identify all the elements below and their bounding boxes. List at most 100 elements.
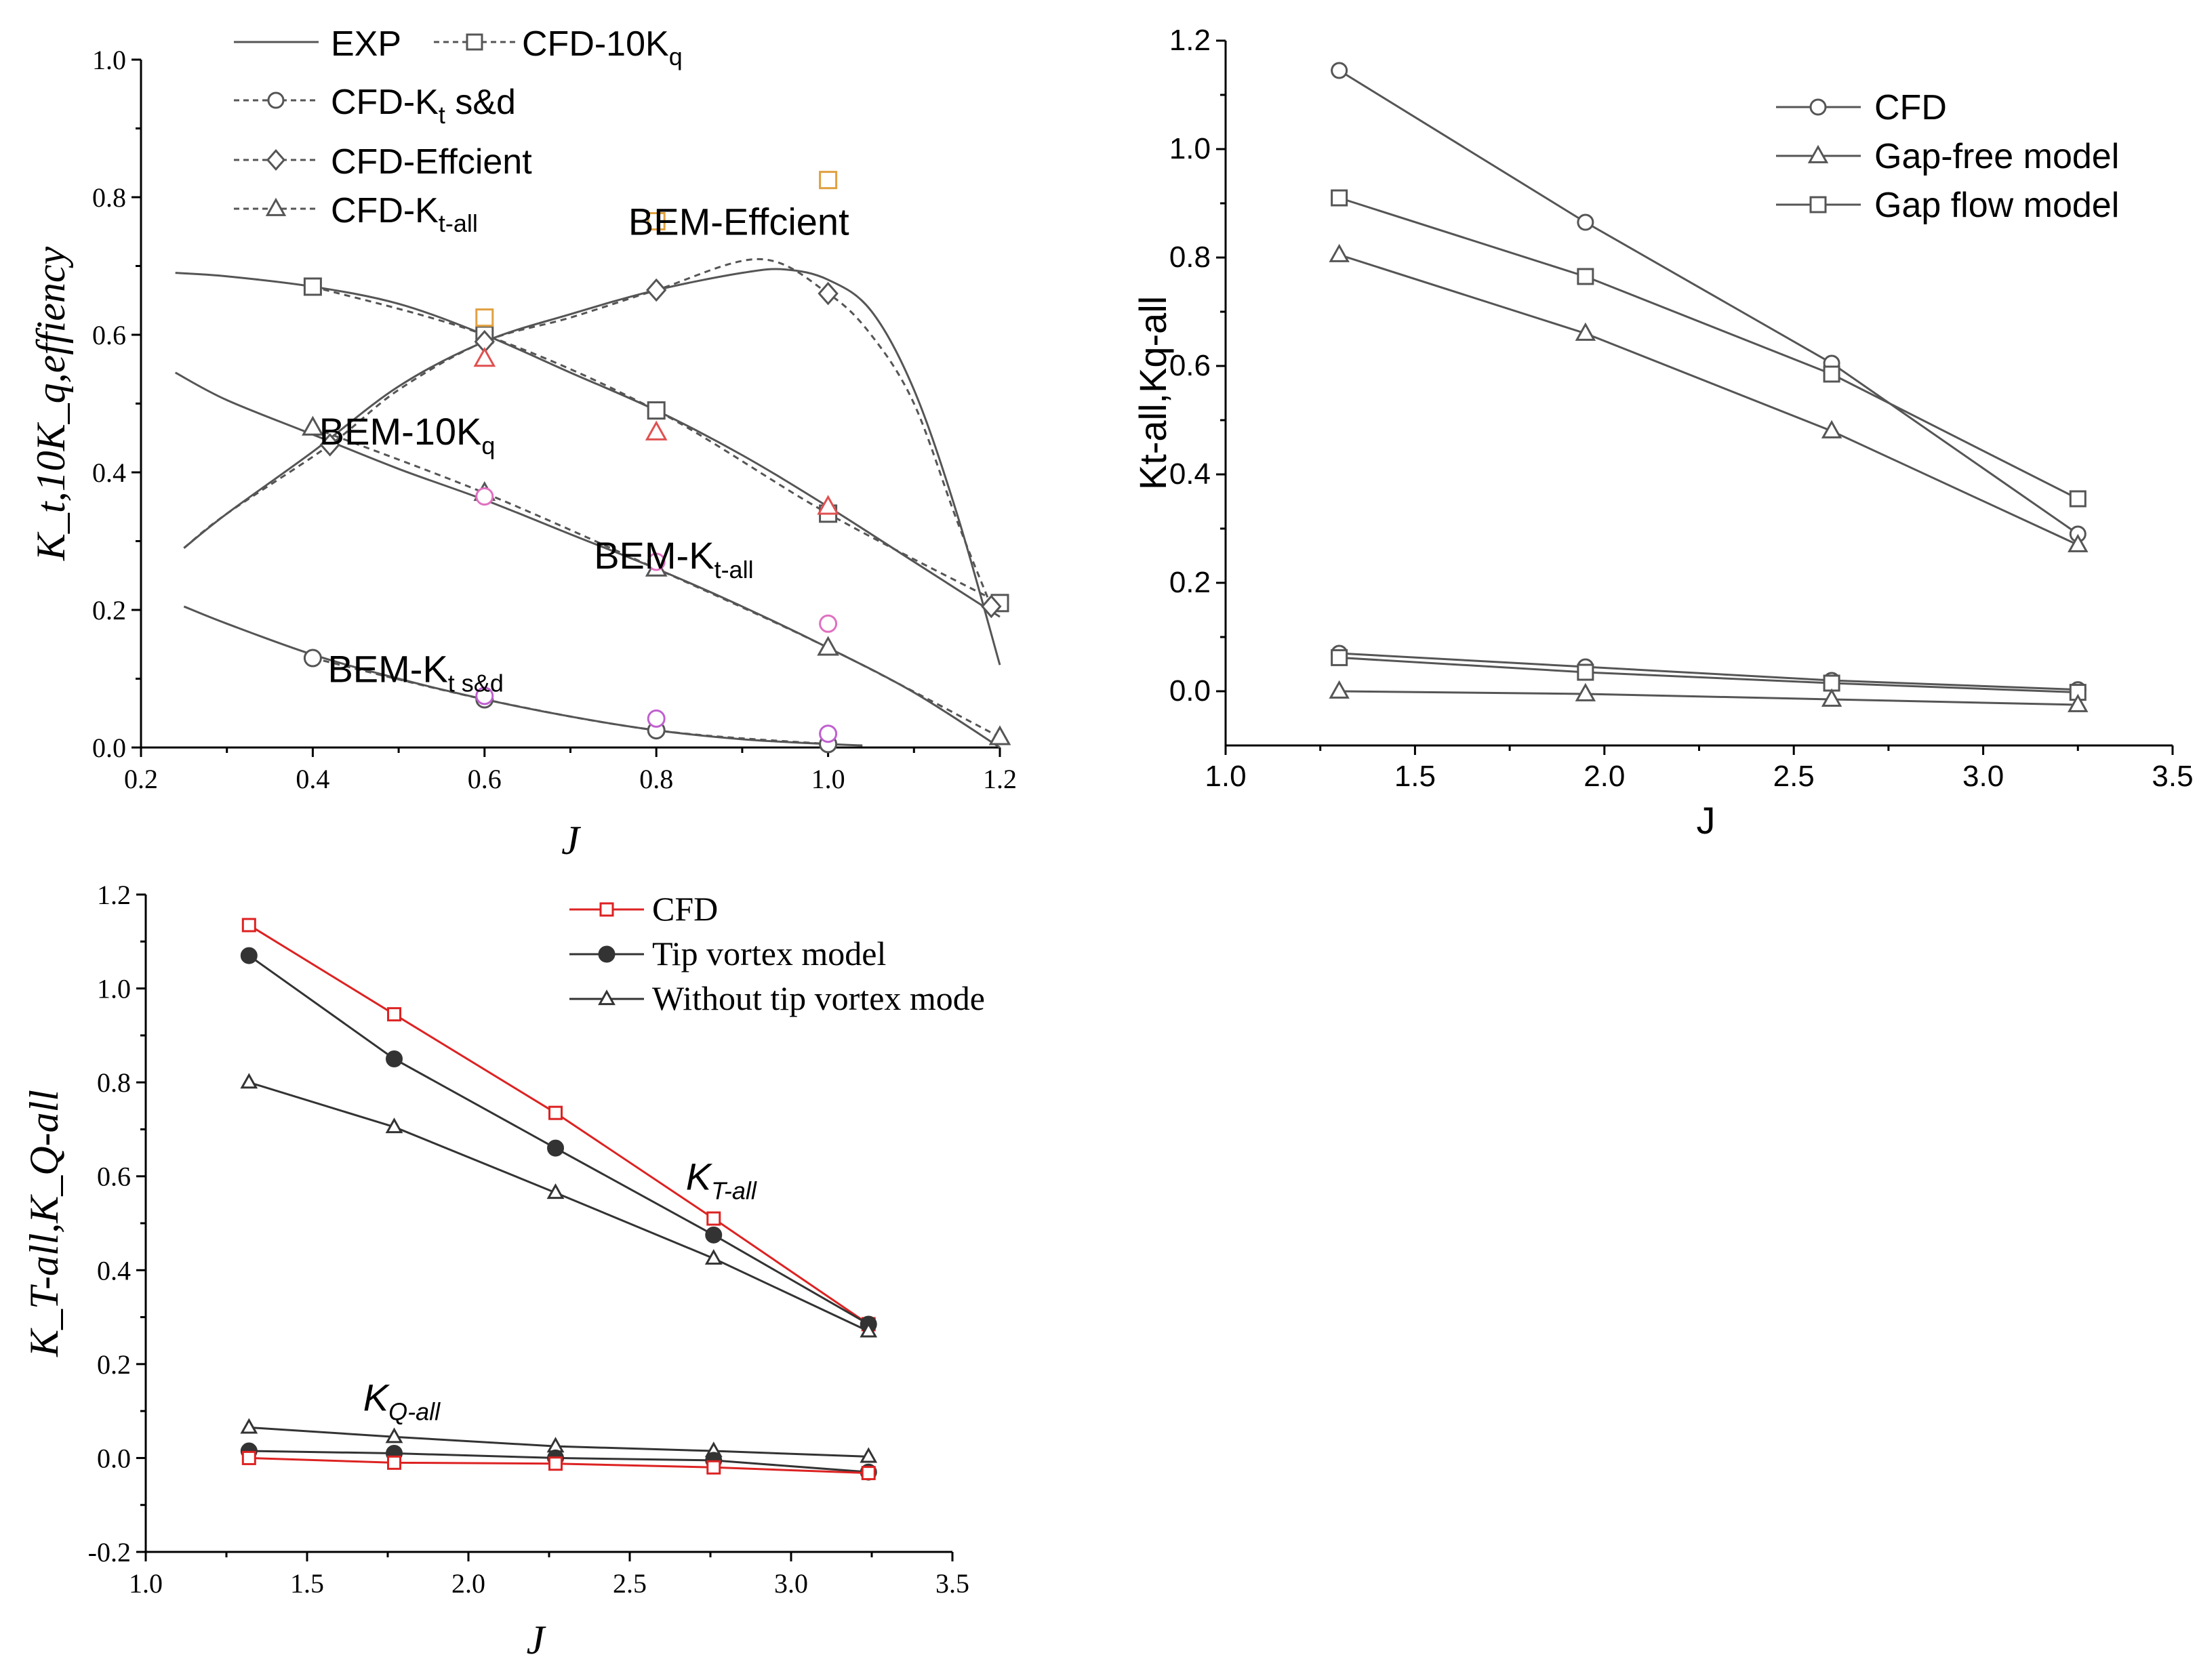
- data-point: [386, 1050, 403, 1067]
- series-line: [312, 426, 1001, 739]
- data-point: [475, 687, 494, 705]
- legend-marker: [598, 945, 616, 963]
- x-tick-label: 2.0: [1584, 760, 1625, 793]
- data-point: [819, 724, 838, 743]
- x-tick-label: 1.0: [811, 764, 845, 794]
- series-line: [174, 371, 1001, 749]
- legend-label: Without tip vortex mode: [652, 979, 985, 1017]
- x-tick-label: 2.5: [1773, 760, 1815, 793]
- x-tick-label: 0.4: [296, 764, 329, 794]
- series-line: [1339, 253, 2078, 546]
- data-point: [1575, 322, 1596, 341]
- x-tick-label: 0.8: [639, 764, 673, 794]
- data-point: [647, 709, 666, 728]
- legend-label: EXP: [331, 24, 401, 64]
- data-point: [475, 308, 494, 327]
- legend-label: CFD-10Kq: [522, 24, 683, 70]
- legend-label: CFD-Kt s&d: [331, 83, 516, 129]
- series-line: [1339, 652, 2078, 691]
- x-tick-label: 3.0: [774, 1568, 808, 1599]
- series-line: [1339, 690, 2078, 706]
- data-point: [2068, 693, 2089, 712]
- chart-panel-tip-vortex: 1.0 1.5 2.0 2.5 3.0 3.5 -0.2 0.0 0.2 0.4 0.6 0.8 1.0…: [22, 880, 985, 1662]
- x-tick-label: 2.0: [451, 1568, 485, 1599]
- data-point: [319, 433, 340, 457]
- data-point: [646, 278, 667, 302]
- data-point: [988, 725, 1011, 745]
- x-axis-title: J: [1697, 799, 1716, 842]
- data-point: [240, 947, 258, 964]
- annotation-label: BEM-Kt s&d: [327, 647, 503, 697]
- data-point: [387, 1007, 402, 1022]
- x-tick-label: 1.2: [983, 764, 1017, 794]
- data-point: [1575, 682, 1596, 701]
- data-point: [647, 212, 666, 231]
- series-line: [183, 605, 863, 747]
- legend-marker: [1807, 144, 1829, 163]
- data-point: [1577, 213, 1594, 231]
- y-tick-label: 0.8: [92, 182, 126, 213]
- data-point: [647, 552, 666, 571]
- series-line: [1339, 197, 2078, 500]
- series-line: [183, 268, 1001, 665]
- data-point: [547, 1139, 565, 1157]
- data-point: [1331, 62, 1348, 79]
- legend-marker: [466, 33, 483, 51]
- annotation-label: BEM-Effcient: [628, 201, 849, 243]
- data-point: [647, 401, 666, 420]
- y-tick-label: 0.4: [97, 1255, 131, 1286]
- data-point: [1331, 649, 1348, 666]
- y-tick-label: 0.2: [1169, 566, 1211, 599]
- legend-label: CFD-Effcient: [331, 142, 532, 182]
- data-point: [705, 1226, 723, 1244]
- x-tick-label: 1.0: [1205, 760, 1246, 793]
- x-tick-label: 3.0: [1962, 760, 2004, 793]
- data-point: [548, 1105, 563, 1120]
- y-tick-label: 0.6: [1169, 349, 1211, 382]
- data-point: [817, 636, 839, 656]
- data-point: [819, 614, 838, 633]
- legend-label: Gap-free model: [1874, 137, 2119, 176]
- y-tick-label: 0.6: [97, 1162, 131, 1192]
- data-point: [303, 277, 322, 296]
- legend-marker: [598, 989, 616, 1006]
- data-point: [240, 1073, 258, 1089]
- annotation-label: BEM-Kt-all: [594, 534, 753, 583]
- x-tick-label: 3.5: [2152, 760, 2193, 793]
- data-point: [241, 918, 256, 933]
- legend-marker: [1809, 98, 1827, 116]
- annotation-label: BEM-10Kq: [319, 410, 496, 459]
- data-point: [1821, 419, 1842, 438]
- legend-marker: [265, 197, 287, 216]
- x-tick-label: 2.5: [613, 1568, 647, 1599]
- data-point: [1329, 680, 1350, 699]
- series-line: [1338, 69, 2079, 535]
- data-point: [241, 1450, 256, 1465]
- y-axis-title: Kt-all,Kq-all: [1131, 296, 1174, 490]
- legend-marker: [266, 148, 286, 171]
- data-point: [2068, 533, 2089, 552]
- annotation-label: KQ-all: [363, 1376, 441, 1425]
- data-point: [860, 1322, 878, 1338]
- data-point: [645, 420, 668, 441]
- x-tick-label: 1.5: [1394, 760, 1436, 793]
- legend-marker: [267, 91, 285, 109]
- annotation-label: KT-all: [686, 1155, 757, 1205]
- x-tick-label: 3.5: [935, 1568, 969, 1599]
- data-point: [981, 594, 1002, 619]
- data-point: [861, 1466, 876, 1481]
- y-tick-label: 0.4: [1169, 457, 1211, 491]
- data-point: [2069, 490, 2087, 508]
- legend-marker: [599, 902, 614, 917]
- y-tick-label: 0.0: [97, 1443, 131, 1473]
- y-tick-label: 0.0: [92, 733, 126, 763]
- legend-label: CFD: [1874, 88, 1947, 127]
- data-point: [548, 1456, 563, 1471]
- legend-label: CFD-Kt-all: [331, 191, 478, 237]
- data-point: [1329, 243, 1350, 262]
- data-point: [818, 281, 839, 306]
- x-tick-label: 1.0: [129, 1568, 163, 1599]
- data-point: [704, 1249, 723, 1265]
- legend-label: Tip vortex model: [652, 935, 886, 972]
- data-point: [387, 1455, 402, 1470]
